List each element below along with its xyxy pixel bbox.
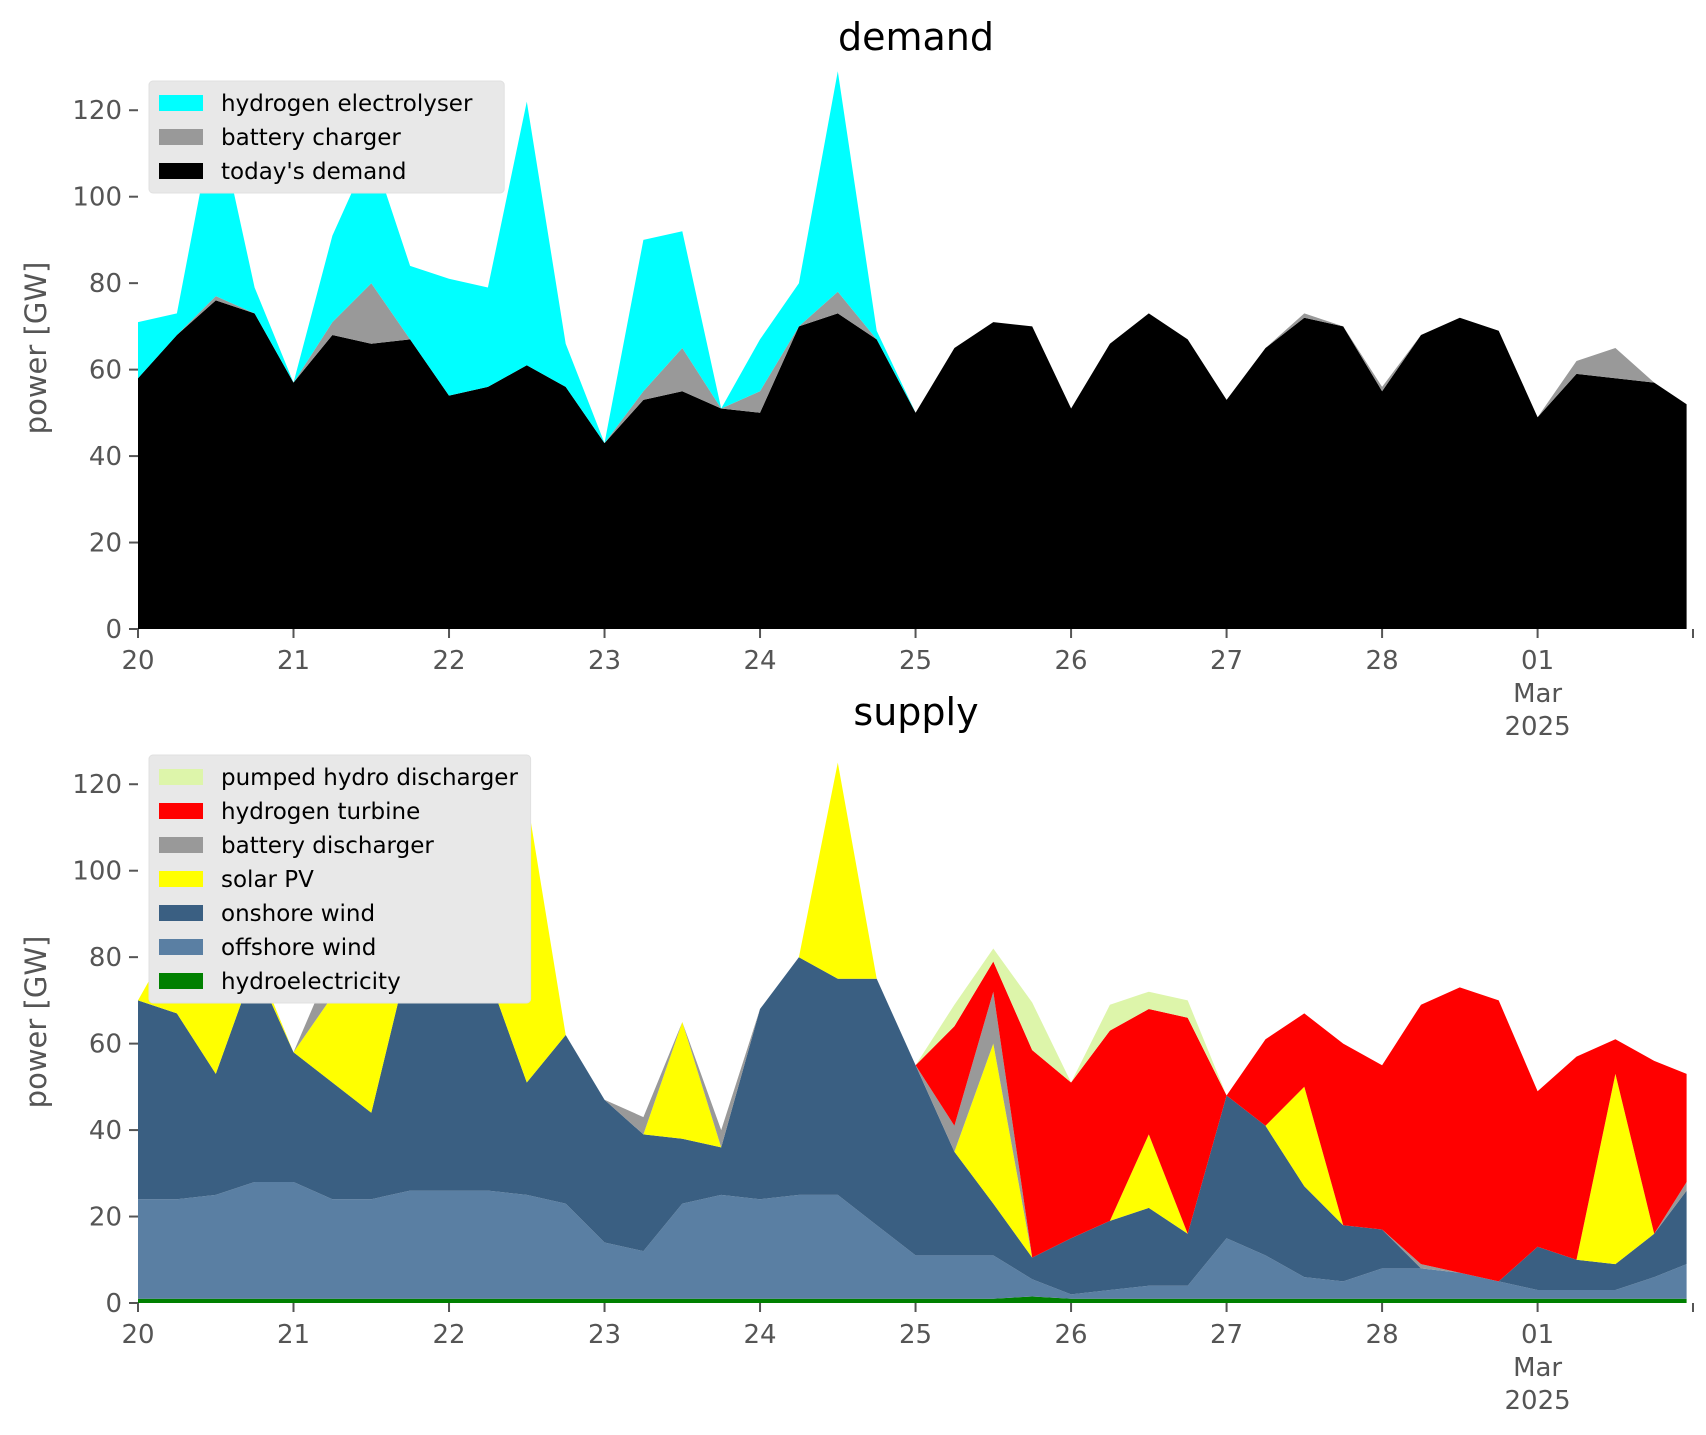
- legend-label-hydrogen-turbine: hydrogen turbine: [221, 799, 420, 825]
- legend-box: [148, 80, 505, 194]
- legend: hydrogen electrolyser battery charger toda…: [148, 80, 505, 194]
- legend-box: [148, 754, 532, 1004]
- y-axis-label: power [GW]: [19, 262, 53, 435]
- legend-label-pumped-hydro-discharger: pumped hydro discharger: [221, 765, 518, 791]
- legend-swatch-hydroelectricity: [159, 973, 203, 989]
- x-tick-year-label: 2025: [1505, 1386, 1571, 1416]
- area-hydrogen-electrolyser: [138, 71, 1687, 444]
- legend-swatch-onshore-wind: [159, 905, 203, 921]
- y-tick-label: 0: [105, 615, 122, 645]
- y-tick-label: 60: [89, 1030, 122, 1060]
- chart-title: supply: [853, 690, 978, 734]
- x-tick-label: 25: [899, 646, 932, 676]
- y-tick-label: 40: [89, 1116, 122, 1146]
- legend-swatch-battery-charger: [159, 129, 203, 145]
- legend-label-solar-pv: solar PV: [221, 867, 314, 893]
- y-tick-label: 120: [72, 96, 122, 126]
- area-hydroelectricity: [138, 1296, 1687, 1303]
- legend-label-offshore-wind: offshore wind: [221, 935, 376, 961]
- y-tick-label: 20: [89, 529, 122, 559]
- x-tick-label: 24: [743, 1320, 776, 1350]
- x-tick-label: 21: [277, 646, 310, 676]
- y-tick-label: 120: [72, 770, 122, 800]
- y-tick-label: 20: [89, 1203, 122, 1233]
- legend-swatch-battery-discharger: [159, 837, 203, 853]
- x-tick-label: 26: [1055, 1320, 1088, 1350]
- legend-label-onshore-wind: onshore wind: [221, 901, 375, 927]
- x-tick-label: 20: [121, 646, 154, 676]
- x-tick-label: 28: [1366, 1320, 1399, 1350]
- x-tick-label: 21: [277, 1320, 310, 1350]
- x-tick-label: 27: [1210, 1320, 1243, 1350]
- x-tick-label: 20: [121, 1320, 154, 1350]
- y-tick-label: 100: [72, 183, 122, 213]
- y-ticks: 0 20 40 60 80 100 120: [72, 96, 138, 645]
- x-tick-label: 01: [1521, 646, 1554, 676]
- x-tick-label: 22: [432, 646, 465, 676]
- legend-swatch-today-s-demand: [159, 163, 203, 179]
- legend-label-battery-discharger: battery discharger: [221, 833, 434, 859]
- legend-swatch-hydrogen-turbine: [159, 803, 203, 819]
- x-tick-month-label: Mar: [1513, 679, 1562, 709]
- x-tick-label: 28: [1366, 646, 1399, 676]
- x-tick-label: 25: [899, 1320, 932, 1350]
- legend-swatch-pumped-hydro-discharger: [159, 769, 203, 785]
- area-onshore-wind: [138, 952, 1687, 1295]
- y-tick-label: 0: [105, 1289, 122, 1319]
- legend-label-hydroelectricity: hydroelectricity: [221, 969, 401, 995]
- x-tick-year-label: 2025: [1505, 712, 1571, 742]
- legend-label-hydrogen-electrolyser: hydrogen electrolyser: [221, 91, 473, 117]
- legend: pumped hydro discharger hydrogen turbine b…: [148, 754, 532, 1004]
- y-tick-label: 40: [89, 442, 122, 472]
- y-tick-label: 100: [72, 857, 122, 887]
- x-tick-label: 24: [743, 646, 776, 676]
- y-tick-label: 80: [89, 269, 122, 299]
- y-tick-label: 60: [89, 356, 122, 386]
- legend-swatch-offshore-wind: [159, 939, 203, 955]
- legend-swatch-solar-pv: [159, 871, 203, 887]
- area-offshore-wind: [138, 1182, 1687, 1299]
- x-tick-label: 27: [1210, 646, 1243, 676]
- area-hydrogen-turbine: [138, 762, 1687, 1282]
- x-tick-month-label: Mar: [1513, 1353, 1562, 1383]
- area-today-s-demand: [138, 300, 1687, 629]
- x-tick-label: 23: [588, 646, 621, 676]
- x-tick-label: 22: [432, 1320, 465, 1350]
- y-ticks: 0 20 40 60 80 100 120: [72, 770, 138, 1319]
- area-layers: [138, 71, 1687, 629]
- legend-label-today-s-demand: today's demand: [221, 159, 406, 185]
- legend-label-battery-charger: battery charger: [221, 125, 401, 151]
- y-tick-label: 80: [89, 943, 122, 973]
- y-axis-label: power [GW]: [19, 936, 53, 1109]
- x-tick-label: 26: [1055, 646, 1088, 676]
- x-tick-label: 01: [1521, 1320, 1554, 1350]
- x-tick-label: 23: [588, 1320, 621, 1350]
- legend-swatch-hydrogen-electrolyser: [159, 95, 203, 111]
- chart-title: demand: [838, 15, 994, 59]
